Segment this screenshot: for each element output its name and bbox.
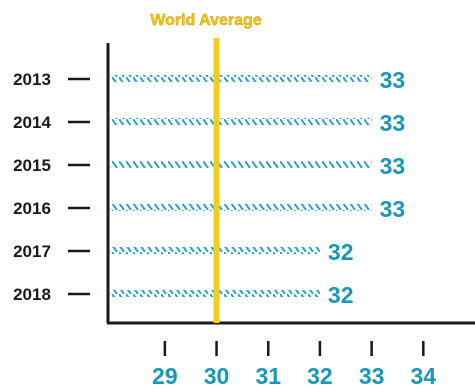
x-tick-label-32: 32 <box>307 363 333 389</box>
x-tick-label-30: 30 <box>204 363 230 389</box>
x-tick-label-29: 29 <box>152 363 178 389</box>
x-tick-label-31: 31 <box>255 363 281 389</box>
y-tick-label-2015: 2015 <box>13 156 51 175</box>
bar-2014 <box>110 118 372 125</box>
reference-line-label: World Average <box>150 12 262 29</box>
data-label-2014: 33 <box>380 110 406 136</box>
y-tick-label-2014: 2014 <box>13 113 51 132</box>
y-tick-label-2016: 2016 <box>13 199 51 218</box>
bar-2015 <box>110 161 372 168</box>
bar-2016 <box>110 204 372 211</box>
data-label-2017: 32 <box>328 239 354 265</box>
y-tick-label-2018: 2018 <box>13 285 51 304</box>
x-tick-label-33: 33 <box>359 363 385 389</box>
data-label-2016: 33 <box>380 196 406 222</box>
data-label-2013: 33 <box>380 67 406 93</box>
y-tick-label-2013: 2013 <box>13 70 51 89</box>
x-tick-label-34: 34 <box>411 363 437 389</box>
data-label-2015: 33 <box>380 153 406 179</box>
data-label-2018: 32 <box>328 282 354 308</box>
y-tick-label-2017: 2017 <box>13 242 51 261</box>
bar-2013 <box>110 75 372 82</box>
